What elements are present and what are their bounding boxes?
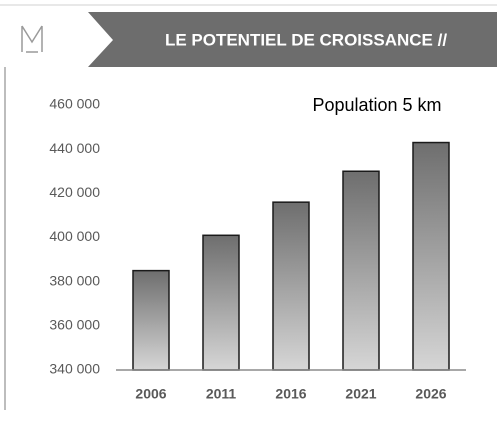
header-band: [88, 12, 497, 67]
bar: [132, 269, 170, 371]
x-tick-label: 2021: [345, 386, 376, 402]
x-tick-label: 2016: [275, 386, 306, 402]
x-tick-label: 2006: [135, 386, 166, 402]
y-tick-label: 360 000: [49, 317, 100, 333]
logo: [21, 25, 43, 53]
chart-title: LE POTENTIEL DE CROISSANCE //: [165, 30, 447, 49]
y-tick-label: 420 000: [49, 184, 100, 200]
y-tick-label: 460 000: [49, 96, 100, 112]
x-tick-label: 2026: [415, 386, 446, 402]
logo-box: [0, 12, 88, 67]
y-tick-label: 440 000: [49, 140, 100, 156]
y-tick-label: 400 000: [49, 228, 100, 244]
x-tick-label: 2011: [206, 386, 237, 402]
bar: [202, 234, 240, 371]
bar: [272, 201, 310, 371]
y-tick-label: 340 000: [49, 361, 100, 377]
bar: [342, 170, 380, 371]
y-tick-label: 380 000: [49, 272, 100, 288]
bar: [412, 141, 450, 371]
chart-subtitle: Population 5 km: [312, 95, 441, 115]
